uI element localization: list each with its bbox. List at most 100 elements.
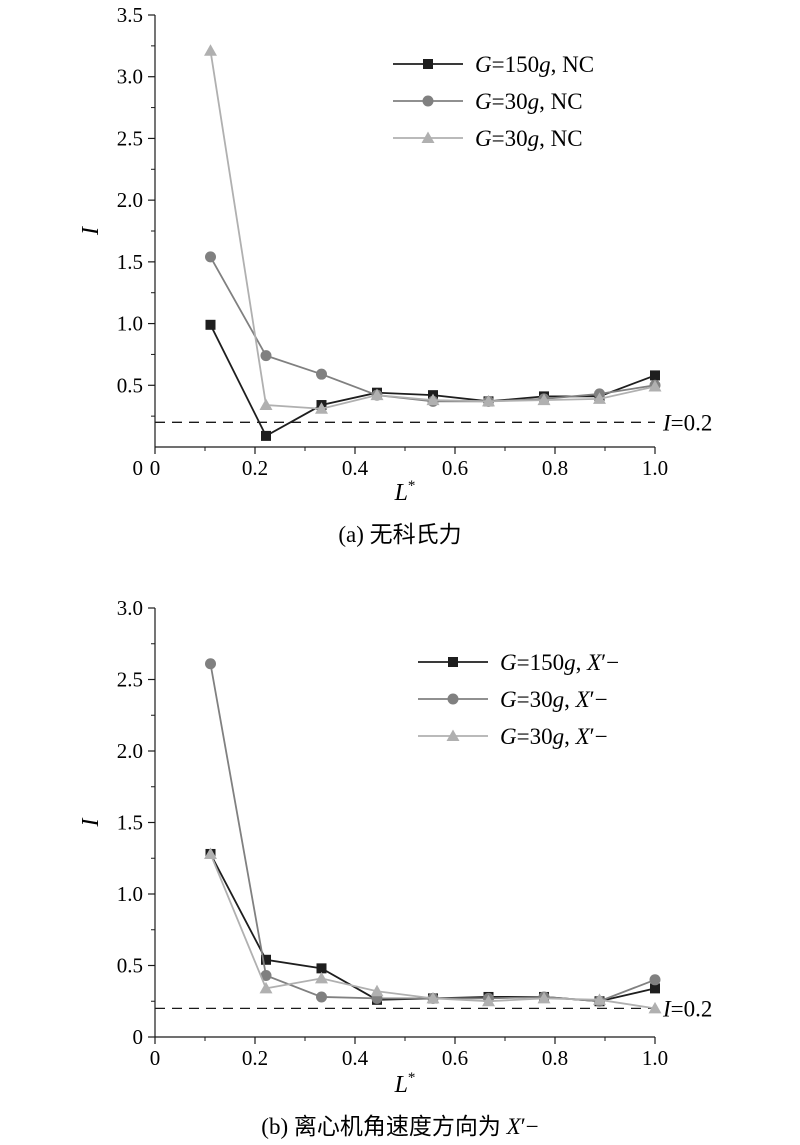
x-tick-label: 1.0 xyxy=(642,456,668,480)
data-point-s1 xyxy=(650,983,660,994)
reference-line-label-part: =0.2 xyxy=(671,410,713,435)
reference-line-label: I=0.2 xyxy=(662,996,712,1021)
data-point-s3 xyxy=(537,393,551,406)
legend-label-part: =150 xyxy=(517,650,564,675)
legend-label: G=150g, NC xyxy=(475,52,594,77)
legend-label: G=30g, X′− xyxy=(500,687,608,712)
data-point-s1 xyxy=(316,963,327,974)
data-point-s3 xyxy=(482,394,495,407)
data-point-s3 xyxy=(648,1001,662,1014)
data-point-s3 xyxy=(204,44,217,56)
legend-label-part: , NC xyxy=(539,89,582,114)
y-axis-label: I xyxy=(78,226,104,236)
series-line-3 xyxy=(209,50,656,410)
y-tick-label: 1.5 xyxy=(117,250,143,274)
legend-marker xyxy=(422,95,434,107)
legend: G=150g, X′−G=30g, X′−G=30g, X′− xyxy=(418,650,619,749)
data-point-s1 xyxy=(261,954,271,965)
legend-label-part: G xyxy=(475,126,492,151)
data-point-s3 xyxy=(315,402,328,414)
y-tick-label: 3.5 xyxy=(117,3,143,27)
y-tick-label: 0.5 xyxy=(117,373,143,397)
data-point-s3 xyxy=(204,847,217,859)
legend-label-part: ′− xyxy=(601,650,619,675)
y-tick-label: 2.5 xyxy=(117,668,143,692)
legend-label-part: , xyxy=(564,687,576,712)
panel-caption-part: (b) 离心机角速度方向为 xyxy=(261,1114,506,1139)
x-axis-label-sup: * xyxy=(408,1070,416,1086)
data-point-s3 xyxy=(537,991,551,1004)
reference-line-label-part: =0.2 xyxy=(671,996,713,1021)
data-point-s2 xyxy=(260,350,272,362)
panel-caption: (a) 无科氏力 xyxy=(338,522,461,547)
data-point-s3 xyxy=(370,984,384,997)
y-tick-label: 3.0 xyxy=(117,596,143,620)
legend-label-part: X xyxy=(575,724,591,749)
y-tick-label: 0 xyxy=(133,456,144,480)
legend-marker xyxy=(446,729,460,741)
x-tick-label: 0.8 xyxy=(542,456,568,480)
y-tick-label: 0.5 xyxy=(117,954,143,978)
legend-label-part: g xyxy=(528,89,540,114)
x-tick-label: 0.8 xyxy=(542,1046,568,1070)
reference-line-label: I=0.2 xyxy=(662,410,712,435)
y-tick-label: 2.0 xyxy=(117,739,143,763)
data-point-s3 xyxy=(482,994,495,1007)
data-point-s2 xyxy=(205,658,216,670)
legend-label-part: X xyxy=(575,687,591,712)
x-axis-label-sup: * xyxy=(408,478,416,494)
chart-panel-a: 0 0.2 0.4 0.6 0.8 1.0 0.5 1.0 1.5 2.0 2.5 3.0 3.5 0 I L… xyxy=(78,3,712,547)
legend-label-part: ′− xyxy=(590,724,608,749)
legend-label-part: =30 xyxy=(492,89,528,114)
panel-caption-part: ′− xyxy=(521,1114,539,1139)
x-axis-label: L* xyxy=(394,1070,416,1098)
legend-label-part: g xyxy=(553,687,565,712)
legend-label-part: G xyxy=(475,89,492,114)
y-tick-label: 1.0 xyxy=(117,882,143,906)
legend: G=150g, NCG=30g, NCG=30g, NC xyxy=(393,52,594,151)
legend-label-part: G xyxy=(500,687,517,712)
y-tick-label: 2.0 xyxy=(117,188,143,212)
y-axis-label: I xyxy=(78,818,104,828)
x-axis-label: L* xyxy=(394,478,416,506)
legend-label-part: =150 xyxy=(492,52,539,77)
legend-label-part: , xyxy=(564,724,576,749)
data-point-s2 xyxy=(260,970,272,982)
panel-caption: (b) 离心机角速度方向为 X′− xyxy=(261,1114,538,1139)
data-point-s2 xyxy=(649,974,661,986)
x-tick-label: 0 xyxy=(150,1046,161,1070)
data-point-s2 xyxy=(316,368,327,380)
series-line-3 xyxy=(209,853,656,1010)
y-tick-label: 0 xyxy=(133,1025,144,1049)
legend-label-part: X xyxy=(586,650,602,675)
legend-label: G=150g, X′− xyxy=(500,650,619,675)
legend-label: G=30g, X′− xyxy=(500,724,608,749)
data-point-s3 xyxy=(426,991,440,1004)
legend-marker xyxy=(423,59,433,69)
legend-label-part: g xyxy=(539,52,551,77)
data-point-s3 xyxy=(593,993,606,1005)
data-point-s1 xyxy=(205,319,216,330)
legend-label-part: G xyxy=(475,52,492,77)
legend-label-part: =30 xyxy=(517,687,553,712)
reference-line-label-part: I xyxy=(662,996,672,1021)
data-point-s3 xyxy=(648,380,662,392)
legend-marker xyxy=(447,693,459,705)
data-point-s2 xyxy=(316,991,327,1003)
x-tick-label: 0.6 xyxy=(442,456,468,480)
y-tick-label: 3.0 xyxy=(117,65,143,89)
reference-line-label-part: I xyxy=(662,410,672,435)
legend-label-part: =30 xyxy=(517,724,553,749)
legend-label-part: , NC xyxy=(551,52,594,77)
legend-label: G=30g, NC xyxy=(475,89,583,114)
legend-label-part: =30 xyxy=(492,126,528,151)
x-tick-label: 0.4 xyxy=(342,456,369,480)
legend-label-part: G xyxy=(500,724,517,749)
series-line-2 xyxy=(209,663,656,1003)
chart-panel-b: 0 0.2 0.4 0.6 0.8 1.000.51.01.52.02.53.0IL*I=… xyxy=(78,596,712,1139)
legend-label-part: , NC xyxy=(539,126,582,151)
x-axis-label-main: L xyxy=(394,480,408,506)
y-tick-label: 1.0 xyxy=(117,312,143,336)
data-point-s1 xyxy=(650,370,660,381)
data-point-s1 xyxy=(261,430,271,441)
